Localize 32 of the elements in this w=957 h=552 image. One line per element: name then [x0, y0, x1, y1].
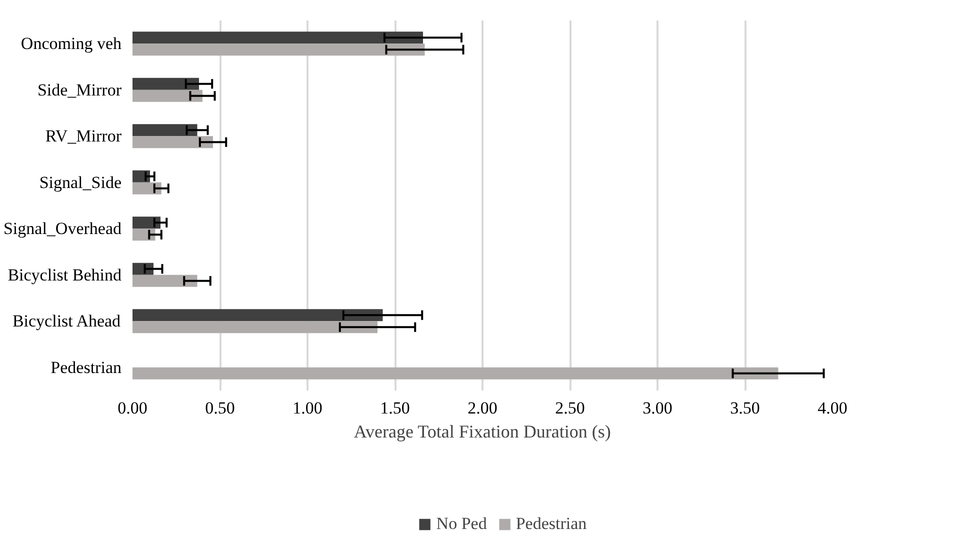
bar — [132, 90, 202, 102]
bar — [132, 78, 199, 90]
x-tick-label: 1.50 — [380, 398, 410, 418]
x-tick-label: 3.50 — [730, 398, 760, 418]
x-tick-label: 1.00 — [292, 398, 322, 418]
y-tick-label: Signal_Side — [39, 172, 122, 192]
bar — [132, 274, 198, 287]
x-tick-label: 0.00 — [118, 398, 148, 418]
x-tick-label: 3.00 — [642, 398, 672, 418]
bar — [132, 216, 160, 229]
bar — [132, 44, 425, 56]
bar — [132, 321, 378, 334]
y-tick-label: Side_Mirror — [37, 80, 122, 100]
y-tick-label: Bicyclist Behind — [8, 265, 122, 284]
legend-label: Pedestrian — [516, 514, 587, 534]
bar — [132, 367, 778, 380]
y-tick-label: Oncoming veh — [20, 34, 122, 54]
bar — [132, 182, 162, 194]
legend-label: No Ped — [436, 514, 487, 534]
x-tick-label: 4.00 — [818, 398, 848, 418]
y-tick-label: RV_Mirror — [45, 126, 122, 146]
y-tick-label: Bicyclist Ahead — [12, 312, 122, 331]
bar — [132, 136, 213, 148]
bar — [132, 124, 198, 136]
x-tick-label: 2.00 — [468, 398, 498, 418]
bar — [132, 32, 423, 44]
x-tick-label: 2.50 — [555, 398, 585, 418]
y-tick-label: Pedestrian — [50, 358, 122, 377]
y-tick-label: Signal_Overhead — [3, 219, 122, 238]
x-axis-title: Average Total Fixation Duration (s) — [354, 422, 611, 442]
x-tick-label: 0.50 — [205, 398, 235, 418]
bar — [132, 309, 383, 322]
